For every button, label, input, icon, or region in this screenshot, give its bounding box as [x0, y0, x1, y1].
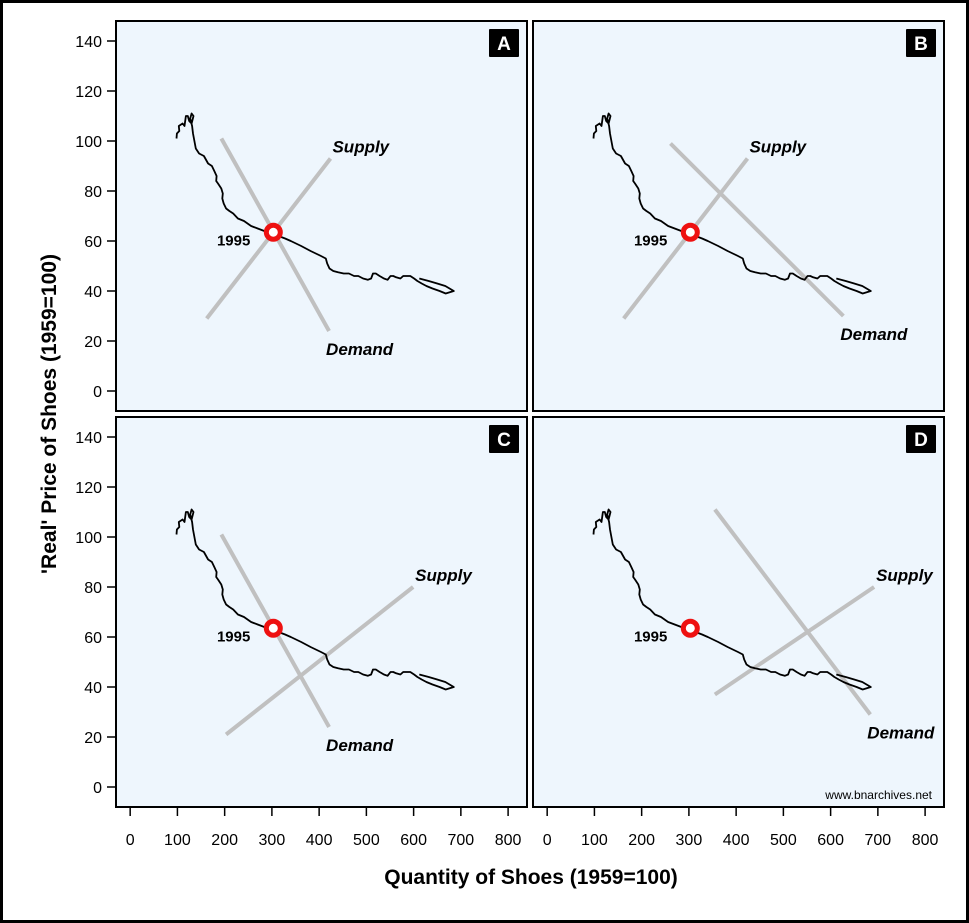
- panels-layer: 1995 Supply Demand A 1995 Supply Demand B 1995 Su…: [115, 20, 945, 808]
- supply-label: Supply: [749, 138, 807, 157]
- x-axis-left: 0 100 200 300 400 500 600 700 800: [126, 807, 522, 849]
- x-tick-label: 0: [543, 832, 552, 849]
- x-tick-label: 200: [211, 832, 238, 849]
- x-axis-right: 0 100 200 300 400 500 600 700 800: [543, 807, 939, 849]
- year-marker: [680, 618, 700, 638]
- y-tick-label: 120: [75, 480, 102, 497]
- axes-layer: 0 20 40 60 80 100 120 140 0 20 40 60 80 100 120 140 0 100…: [75, 34, 938, 849]
- x-tick-label: 400: [306, 832, 333, 849]
- x-tick-label: 600: [400, 832, 427, 849]
- price-quantity-curve: [592, 112, 872, 295]
- y-tick-label: 80: [84, 580, 102, 597]
- supply-label: Supply: [876, 566, 934, 585]
- demand-label: Demand: [326, 736, 394, 755]
- year-label: 1995: [634, 232, 667, 249]
- x-tick-label: 100: [164, 832, 191, 849]
- panel-c: 1995 Supply Demand C: [115, 416, 528, 808]
- x-tick-label: 800: [912, 832, 939, 849]
- y-tick-label: 40: [84, 680, 102, 697]
- x-axis-title: Quantity of Shoes (1959=100): [384, 866, 678, 889]
- demand-label: Demand: [867, 724, 935, 743]
- y-tick-label: 0: [93, 780, 102, 797]
- x-tick-label: 500: [770, 832, 797, 849]
- panel-a: 1995 Supply Demand A: [115, 20, 528, 412]
- year-marker: [263, 618, 283, 638]
- panel-background: [532, 416, 945, 808]
- demand-label: Demand: [840, 325, 908, 344]
- y-tick-label: 100: [75, 530, 102, 547]
- x-tick-label: 700: [448, 832, 475, 849]
- demand-line: [669, 142, 845, 318]
- y-tick-label: 20: [84, 730, 102, 747]
- supply-line: [224, 585, 415, 737]
- x-tick-label: 300: [259, 832, 286, 849]
- y-tick-label: 120: [75, 84, 102, 101]
- supply-line: [713, 585, 876, 697]
- y-tick-label: 20: [84, 334, 102, 351]
- y-axis-top: 0 20 40 60 80 100 120 140: [75, 34, 116, 401]
- x-tick-label: 0: [126, 832, 135, 849]
- panel-badge-label: D: [914, 430, 928, 451]
- y-tick-label: 80: [84, 184, 102, 201]
- x-tick-label: 600: [817, 832, 844, 849]
- y-tick-label: 140: [75, 430, 102, 447]
- panel-b: 1995 Supply Demand B: [532, 20, 945, 412]
- price-quantity-curve: [592, 508, 872, 691]
- y-tick-label: 40: [84, 284, 102, 301]
- x-tick-label: 100: [581, 832, 608, 849]
- year-marker: [680, 222, 700, 242]
- panel-badge-label: A: [497, 34, 511, 55]
- year-marker: [263, 222, 283, 242]
- x-tick-label: 400: [723, 832, 750, 849]
- panel-background: [532, 20, 945, 412]
- year-label: 1995: [634, 628, 667, 645]
- panel-background: [115, 20, 528, 412]
- supply-label: Supply: [332, 138, 390, 157]
- y-tick-label: 0: [93, 384, 102, 401]
- panel-badge-label: C: [497, 430, 511, 451]
- y-tick-label: 60: [84, 234, 102, 251]
- price-quantity-curve: [175, 508, 455, 691]
- x-tick-label: 800: [495, 832, 522, 849]
- x-tick-label: 500: [353, 832, 380, 849]
- demand-label: Demand: [326, 340, 394, 359]
- panel-badge-label: B: [914, 34, 928, 55]
- panel-badge: B: [906, 29, 936, 57]
- y-tick-label: 140: [75, 34, 102, 51]
- year-label: 1995: [217, 232, 250, 249]
- y-tick-label: 100: [75, 134, 102, 151]
- panel-d: 1995 Supply Demand D: [532, 416, 945, 808]
- panel-background: [115, 416, 528, 808]
- y-axis-bottom: 0 20 40 60 80 100 120 140: [75, 430, 116, 797]
- panel-badge: A: [489, 29, 519, 57]
- panel-badge: D: [906, 425, 936, 453]
- supply-label: Supply: [415, 566, 473, 585]
- x-tick-label: 200: [628, 832, 655, 849]
- x-tick-label: 700: [865, 832, 892, 849]
- y-axis-title: 'Real' Price of Shoes (1959=100): [38, 254, 61, 574]
- x-tick-label: 300: [676, 832, 703, 849]
- year-label: 1995: [217, 628, 250, 645]
- watermark: www.bnarchives.net: [824, 788, 932, 802]
- y-tick-label: 60: [84, 630, 102, 647]
- price-quantity-curve: [175, 112, 455, 295]
- panel-badge: C: [489, 425, 519, 453]
- demand-line: [713, 508, 872, 716]
